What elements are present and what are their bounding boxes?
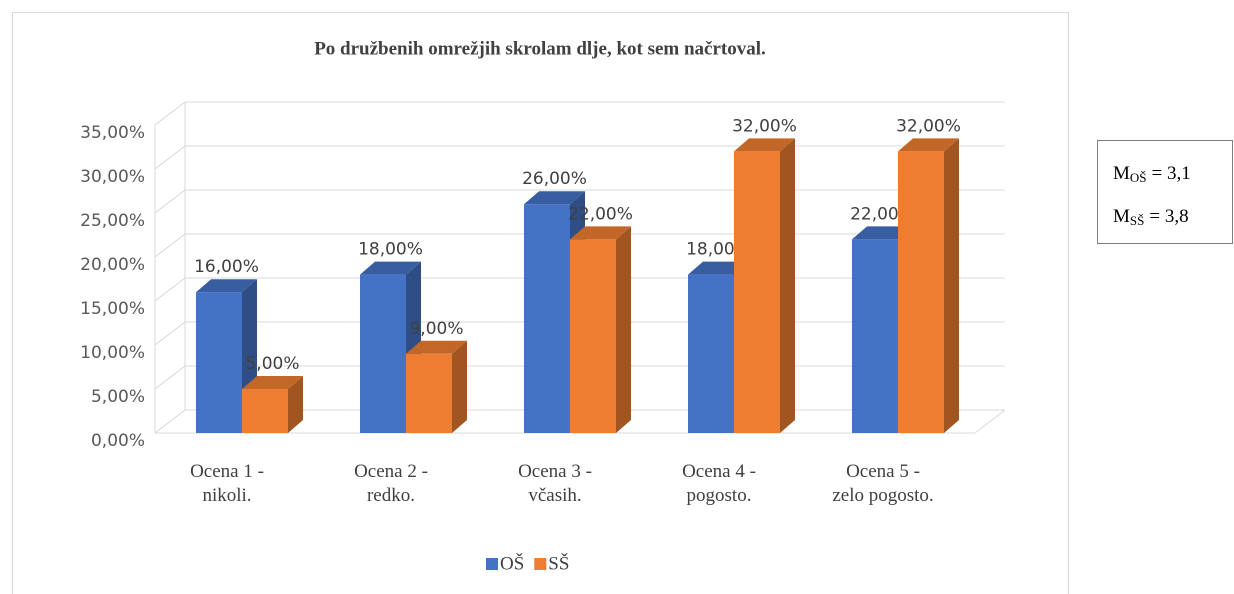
- bar: [688, 274, 734, 433]
- bar-side: [288, 376, 303, 433]
- side-grid-line: [154, 101, 186, 126]
- x-tick-line: Ocena 1 -: [190, 461, 264, 482]
- side-grid-line: [154, 189, 186, 214]
- value-label: 32,00%: [732, 116, 797, 136]
- value-label: 5,00%: [245, 354, 299, 374]
- bar: [734, 151, 780, 433]
- legend-label: OŠ: [500, 552, 524, 574]
- x-tick-label: Ocena 3 - včasih.: [518, 461, 592, 506]
- side-grid-line: [154, 365, 186, 390]
- chart-title: Po družbenih omrežjih skrolam dlje, kot …: [314, 38, 766, 59]
- bar-top: [570, 226, 631, 240]
- value-label: 32,00%: [896, 116, 961, 136]
- y-tick-label: 0,00%: [91, 431, 145, 451]
- x-tick-line: včasih.: [528, 485, 581, 506]
- value-label: 16,00%: [194, 257, 259, 277]
- side-grid-line: [154, 145, 186, 170]
- bar-top: [898, 138, 959, 152]
- annotation: MOŠ = 3,1: [1113, 163, 1191, 185]
- bar-side: [944, 138, 959, 433]
- side-grid-line: [154, 277, 186, 302]
- bar-top: [360, 261, 421, 275]
- bar: [570, 239, 616, 433]
- annotation-subscript: OŠ: [1130, 170, 1147, 185]
- side-grid-line: [154, 409, 186, 434]
- x-tick-label: Ocena 1 - nikoli.: [190, 461, 264, 506]
- x-tick-label: Ocena 4 - pogosto.: [682, 461, 756, 506]
- bar: [196, 292, 242, 433]
- y-tick-label: 25,00%: [80, 211, 145, 231]
- bar-side: [452, 340, 467, 433]
- x-tick-line: Ocena 5 -: [846, 461, 920, 482]
- value-label: 26,00%: [522, 169, 587, 189]
- floor-edge: [974, 409, 1006, 434]
- bar: [360, 274, 406, 433]
- bar-top: [734, 138, 795, 152]
- y-tick-label: 20,00%: [80, 255, 145, 275]
- y-tick-label: 30,00%: [80, 167, 145, 187]
- value-label: 22,00%: [568, 204, 633, 224]
- annotation-subscript: SŠ: [1130, 213, 1144, 228]
- x-tick-line: pogosto.: [687, 485, 752, 506]
- x-tick-line: nikoli.: [202, 485, 251, 506]
- annotation-text: = 3,8: [1149, 206, 1188, 227]
- bar-top: [688, 261, 749, 275]
- bar-top: [852, 226, 913, 240]
- x-tick-label: Ocena 2 - redko.: [354, 461, 428, 506]
- annotation-symbol: M: [1113, 163, 1130, 184]
- bar-side: [616, 226, 631, 433]
- bar-top: [524, 191, 585, 205]
- x-tick-line: Ocena 4 -: [682, 461, 756, 482]
- bar-top: [406, 340, 467, 354]
- x-tick-line: Ocena 2 -: [354, 461, 428, 482]
- bar: [898, 151, 944, 433]
- side-grid-line: [154, 233, 186, 258]
- annotation: MSŠ = 3,8: [1113, 206, 1189, 228]
- x-tick-line: redko.: [367, 485, 415, 506]
- bar-top: [196, 279, 257, 293]
- bar: [852, 239, 898, 433]
- x-tick-label: Ocena 5 - zelo pogosto.: [832, 461, 933, 506]
- y-tick-label: 5,00%: [91, 387, 145, 407]
- side-grid-line: [154, 321, 186, 346]
- bar: [242, 389, 288, 433]
- value-label: 9,00%: [409, 319, 463, 339]
- bar: [524, 204, 570, 433]
- bar-side: [780, 138, 795, 433]
- bar-top: [242, 376, 303, 389]
- annotation-symbol: M: [1113, 206, 1130, 227]
- x-tick-line: zelo pogosto.: [832, 485, 933, 506]
- legend-swatch: [534, 558, 547, 570]
- legend-swatch: [486, 558, 498, 570]
- y-tick-label: 15,00%: [80, 299, 145, 319]
- y-tick-label: 35,00%: [80, 123, 145, 143]
- x-tick-line: Ocena 3 -: [518, 461, 592, 482]
- bar: [406, 353, 452, 433]
- annotation-box: [1097, 140, 1233, 244]
- annotation-text: = 3,1: [1152, 163, 1191, 184]
- value-label: 18,00%: [358, 240, 423, 260]
- y-tick-label: 10,00%: [80, 343, 145, 363]
- legend-label: SŠ: [548, 552, 569, 574]
